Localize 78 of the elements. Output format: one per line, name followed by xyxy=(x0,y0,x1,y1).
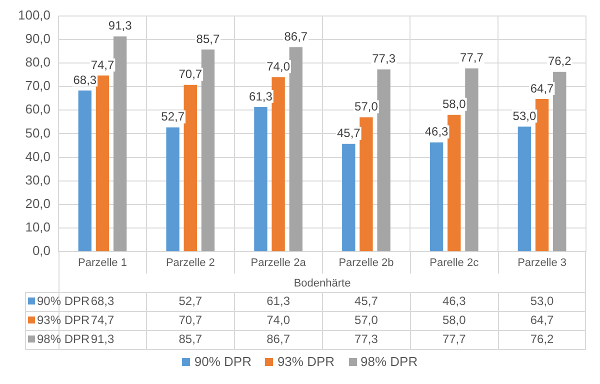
bar xyxy=(553,72,566,252)
data-label: 91,3 xyxy=(90,332,114,346)
bar xyxy=(518,126,532,252)
y-tick-label: 30,0 xyxy=(25,172,51,188)
bar xyxy=(113,36,127,252)
bar xyxy=(465,68,478,252)
text: 53,0 xyxy=(512,108,536,123)
data-label: 68,3 xyxy=(90,294,114,308)
text: 77,7 xyxy=(460,50,484,65)
text: 68,3 xyxy=(73,72,97,87)
x-axis-title: Bodenhärte xyxy=(294,277,351,290)
data-label: 57,0 xyxy=(354,312,378,327)
text: 93% DPR xyxy=(277,354,335,369)
data-label: 61,3 xyxy=(266,294,290,308)
text: 64,7 xyxy=(530,81,554,96)
x-tick-label: Parzelle 3 xyxy=(518,257,567,270)
y-tick-label: 80,0 xyxy=(25,54,51,70)
text: 85,7 xyxy=(196,32,220,46)
bar xyxy=(535,99,549,252)
bar xyxy=(448,114,461,252)
bar xyxy=(360,117,373,252)
y-tick-label: 40,0 xyxy=(25,148,51,164)
data-label: 52,7 xyxy=(178,294,202,308)
text: 61,3 xyxy=(249,89,272,104)
text: 86,7 xyxy=(284,29,308,44)
bar xyxy=(377,69,390,252)
bar xyxy=(342,144,356,252)
text: 74,0 xyxy=(266,59,290,74)
data-label: 70,7 xyxy=(178,312,202,327)
x-tick-label: Parzelle 2a xyxy=(250,257,307,270)
y-tick-label: 10,0 xyxy=(25,220,51,235)
x-tick-label: Parzelle 2b xyxy=(338,257,394,270)
bar xyxy=(254,107,268,252)
text: 76,2 xyxy=(548,54,572,68)
y-tick-label: 20,0 xyxy=(25,196,51,212)
data-label: 86,7 xyxy=(266,332,290,346)
data-label: 46,3 xyxy=(442,294,466,308)
legend-label: 98% DPR xyxy=(37,332,90,346)
text: 58,0 xyxy=(442,97,466,112)
data-label: 64,7 xyxy=(530,312,554,327)
data-label: 45,7 xyxy=(354,294,378,308)
y-tick-label: 50,0 xyxy=(25,125,51,140)
y-tick-label: 0,0 xyxy=(32,243,51,258)
text: 45,7 xyxy=(336,126,360,140)
y-tick-label: 60,0 xyxy=(25,102,51,117)
y-tick-label: 90,0 xyxy=(25,30,51,46)
data-label: 74,0 xyxy=(266,312,290,327)
data-label: 77,3 xyxy=(354,332,378,346)
text: 57,0 xyxy=(354,100,378,114)
text: 98% DPR xyxy=(360,354,418,369)
bar xyxy=(96,75,110,252)
text: 77,3 xyxy=(372,52,396,66)
x-tick-label: Parelle 2c xyxy=(430,257,480,270)
bar xyxy=(430,142,444,252)
data-label: 53,0 xyxy=(530,294,554,308)
x-tick-label: Parzelle 1 xyxy=(78,257,127,270)
text: 70,7 xyxy=(178,67,202,82)
text: 52,7 xyxy=(161,110,184,124)
bar xyxy=(78,90,92,252)
y-tick-label: 100,0 xyxy=(18,7,51,22)
bar xyxy=(272,77,285,252)
data-label: 58,0 xyxy=(442,312,466,327)
data-label: 74,7 xyxy=(90,312,114,327)
bar xyxy=(184,84,197,252)
legend-label: 93% DPR xyxy=(37,312,90,327)
y-tick-label: 70,0 xyxy=(25,78,51,94)
text: 74,7 xyxy=(90,58,114,72)
legend-label: 90% DPR xyxy=(37,294,90,308)
text: 46,3 xyxy=(424,124,448,139)
x-tick-label: Parzelle 2 xyxy=(166,257,215,270)
bar xyxy=(201,50,215,252)
data-label: 76,2 xyxy=(530,332,554,346)
bar xyxy=(289,47,302,252)
text: 91,3 xyxy=(108,18,132,33)
bar xyxy=(166,127,180,252)
data-label: 85,7 xyxy=(178,332,202,346)
data-label: 77,7 xyxy=(442,332,466,346)
text: 90% DPR xyxy=(194,354,252,369)
